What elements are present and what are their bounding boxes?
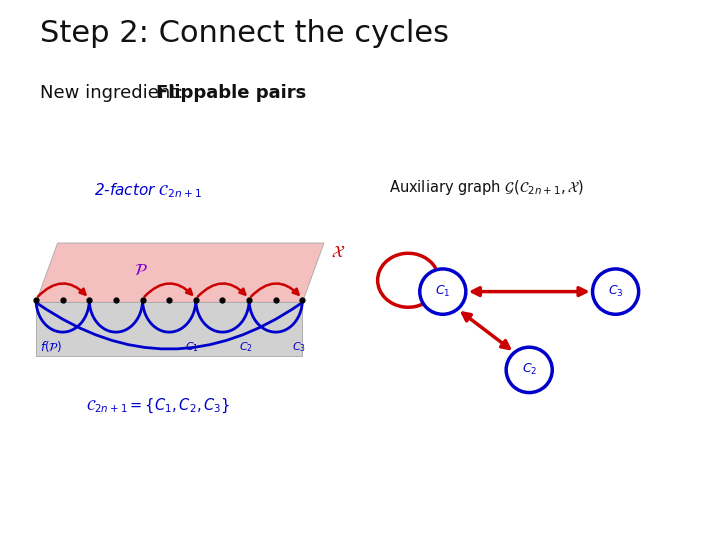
- Text: $C_1$: $C_1$: [435, 284, 451, 299]
- Text: Step 2: Connect the cycles: Step 2: Connect the cycles: [40, 19, 449, 48]
- Text: $C_2$: $C_2$: [238, 340, 253, 354]
- Text: $\mathcal{P}$: $\mathcal{P}$: [133, 261, 148, 279]
- Ellipse shape: [506, 347, 552, 393]
- Text: Flippable pairs: Flippable pairs: [156, 84, 307, 102]
- Ellipse shape: [593, 269, 639, 314]
- Text: $f(\mathcal{P})$: $f(\mathcal{P})$: [40, 339, 62, 354]
- Text: $C_3$: $C_3$: [292, 340, 306, 354]
- Polygon shape: [36, 302, 302, 356]
- Text: $\mathcal{C}_{2n+1} = \{C_1, C_2, C_3\}$: $\mathcal{C}_{2n+1} = \{C_1, C_2, C_3\}$: [86, 397, 230, 415]
- Text: $C_2$: $C_2$: [521, 362, 537, 377]
- Polygon shape: [36, 243, 324, 302]
- Text: Auxiliary graph $\mathcal{G}(\mathcal{C}_{2n+1}, \mathcal{X})$: Auxiliary graph $\mathcal{G}(\mathcal{C}…: [389, 178, 584, 197]
- Text: $\mathcal{X}$: $\mathcal{X}$: [331, 243, 346, 261]
- Text: New ingredient:: New ingredient:: [40, 84, 189, 102]
- Text: 2-factor $\mathcal{C}_{2n+1}$: 2-factor $\mathcal{C}_{2n+1}$: [94, 181, 202, 200]
- Ellipse shape: [420, 269, 466, 314]
- Text: $C_1$: $C_1$: [185, 340, 199, 354]
- Text: $C_3$: $C_3$: [608, 284, 624, 299]
